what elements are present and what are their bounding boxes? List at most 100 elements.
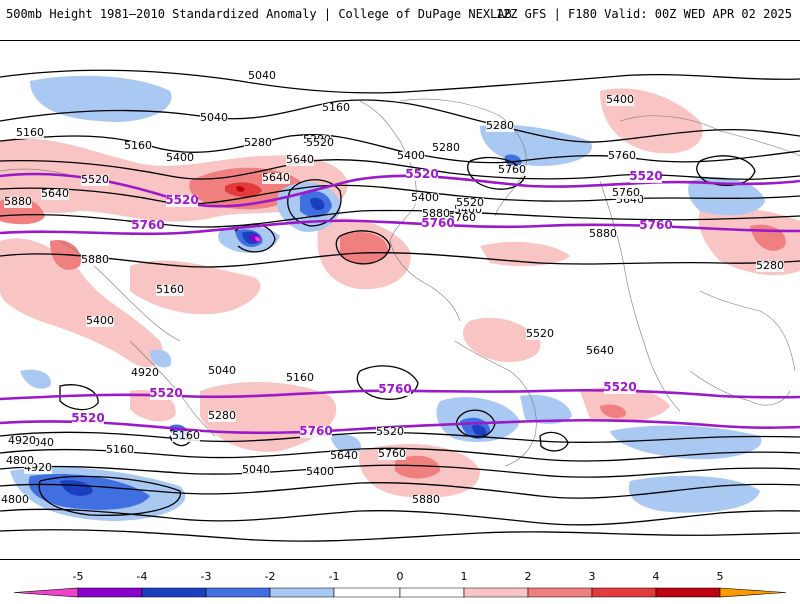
anomaly-region	[255, 236, 261, 242]
svg-text:5880: 5880	[412, 493, 440, 506]
svg-text:5280: 5280	[244, 136, 272, 149]
svg-text:5640: 5640	[286, 153, 314, 166]
contour-label: 5520	[81, 173, 109, 186]
colorbar-tick-label: 1	[461, 570, 468, 583]
reference-contour	[0, 418, 800, 435]
contour-label: 5760	[612, 186, 640, 199]
svg-text:5280: 5280	[756, 259, 784, 272]
coastlines	[0, 98, 800, 467]
svg-text:5760: 5760	[378, 382, 411, 396]
svg-text:5400: 5400	[166, 151, 194, 164]
svg-text:4800: 4800	[1, 493, 29, 506]
reference-contour	[0, 388, 800, 401]
height-contour	[335, 230, 391, 265]
svg-text:5160: 5160	[172, 429, 200, 442]
anomaly-region	[395, 455, 440, 479]
anomaly-region	[688, 177, 765, 216]
map-canvas: 5040 5040 5160 5160 5160 5280 5280 5280 5280 5400…	[0, 41, 800, 559]
anomaly-map: 5040 5040 5160 5160 5160 5280 5280 5280 5280 5400…	[0, 40, 800, 560]
height-contour	[0, 508, 800, 526]
height-contour	[38, 475, 181, 516]
reference-contour	[0, 219, 800, 236]
contour-labels: 5040 5040 5160 5160 5160 5280 5280 5280 5280 5400…	[1, 69, 784, 506]
colorbar-tick-label: 2	[525, 570, 532, 583]
anomaly-region	[610, 425, 762, 460]
height-contour	[356, 365, 419, 400]
contour-label: 5400	[411, 191, 439, 204]
contour-label: 5040	[248, 69, 276, 82]
colorbar: -5 -4 -3 -2 -1 0 1 2 3 4 5	[0, 568, 800, 600]
contour-label: 4800	[1, 493, 29, 506]
height-contour	[0, 482, 800, 499]
svg-text:5040: 5040	[242, 463, 270, 476]
contour-label: 5640	[262, 171, 290, 184]
coastline	[454, 340, 537, 467]
height-contour	[0, 252, 800, 268]
height-contour	[0, 184, 800, 205]
svg-text:5640: 5640	[41, 187, 69, 200]
contour-label: 4920	[131, 366, 159, 379]
height-contour	[0, 447, 800, 462]
colorbar-segment	[205, 587, 271, 598]
svg-text:5160: 5160	[106, 443, 134, 456]
contour-label: 5160	[16, 126, 44, 139]
contour-label: 5160	[156, 283, 184, 296]
contour-label: 5040	[200, 111, 228, 124]
colorbar-tick-label: 4	[653, 570, 660, 583]
anomaly-region	[698, 207, 800, 276]
colorbar-segment	[269, 587, 335, 598]
height-contour	[0, 464, 800, 478]
svg-text:5880: 5880	[4, 195, 32, 208]
svg-text:5880: 5880	[81, 253, 109, 266]
header: 500mb Height 1981–2010 Standardized Anom…	[0, 0, 800, 30]
reference-contour-label: 5760	[639, 218, 673, 232]
contour-label: 5160	[172, 429, 200, 442]
contour-label: 5280	[208, 409, 236, 422]
contour-label: 5520	[526, 327, 554, 340]
reference-contour-label: 5760	[131, 218, 165, 232]
contour-label: 5520	[306, 136, 334, 149]
coastline	[399, 98, 527, 217]
reference-contour-label: 5760	[421, 216, 455, 230]
height-contour	[234, 223, 276, 253]
svg-text:5040: 5040	[248, 69, 276, 82]
height-contour	[0, 529, 800, 542]
reference-contour-label: 5520	[603, 380, 637, 394]
svg-text:5520: 5520	[71, 411, 104, 425]
svg-text:5520: 5520	[306, 136, 334, 149]
contour-label: 5280	[486, 119, 514, 132]
colorbar-tick-label: 5	[717, 570, 724, 583]
anomaly-region	[462, 317, 541, 362]
height-contour	[539, 431, 569, 452]
height-contour	[467, 156, 526, 190]
contour-label: 5040	[242, 463, 270, 476]
svg-text:5400: 5400	[86, 314, 114, 327]
contour-label: 5880	[422, 207, 450, 220]
svg-text:5520: 5520	[629, 169, 662, 183]
svg-text:5400: 5400	[397, 149, 425, 162]
svg-text:5760: 5760	[131, 218, 164, 232]
svg-text:5760: 5760	[639, 218, 672, 232]
model-run-info: 12Z GFS | F180 Valid: 00Z WED APR 02 202…	[495, 7, 792, 21]
reference-contour-label: 5520	[149, 386, 183, 400]
anomaly-region	[472, 425, 487, 436]
svg-text:5160: 5160	[322, 101, 350, 114]
svg-text:4920: 4920	[131, 366, 159, 379]
anomaly-region	[20, 369, 51, 389]
colorbar-segment	[13, 587, 79, 598]
contour-label: 5280	[244, 136, 272, 149]
anomaly-region	[340, 232, 389, 265]
reference-contour-label: 5520	[405, 167, 439, 181]
anomaly-region	[310, 197, 325, 211]
svg-text:5400: 5400	[306, 465, 334, 478]
svg-text:5520: 5520	[149, 386, 182, 400]
colorbar-segment	[719, 587, 787, 598]
map-title: 500mb Height 1981–2010 Standardized Anom…	[6, 7, 512, 21]
svg-text:5760: 5760	[299, 424, 332, 438]
svg-text:4920: 4920	[8, 434, 36, 447]
coastline	[129, 340, 216, 437]
svg-text:5280: 5280	[208, 409, 236, 422]
colorbar-segment	[527, 587, 593, 598]
colorbar-tick-label: -1	[329, 570, 340, 583]
colorbar-tick-label: 3	[589, 570, 596, 583]
